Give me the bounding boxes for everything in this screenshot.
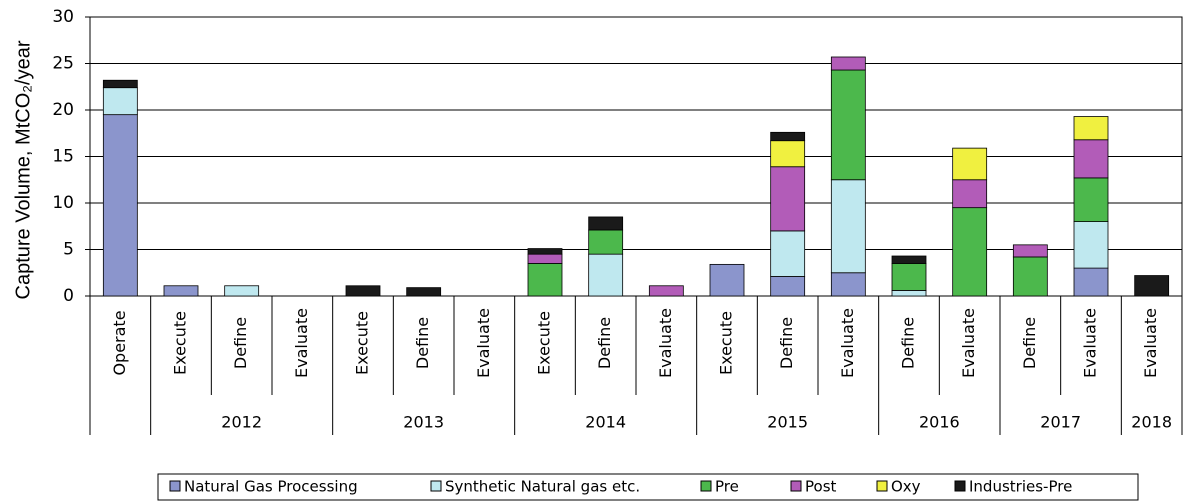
legend-label: Synthetic Natural gas etc. bbox=[445, 478, 640, 496]
group-label: 2012 bbox=[221, 413, 262, 432]
x-tick-label: Execute bbox=[171, 311, 190, 375]
bar-segment bbox=[830, 56, 866, 71]
x-tick-label: Evaluate bbox=[838, 308, 857, 378]
bar-segment bbox=[588, 229, 624, 255]
x-tick-label: Evaluate bbox=[656, 308, 675, 378]
bar-segment bbox=[830, 272, 866, 297]
group-label: 2017 bbox=[1040, 413, 1081, 432]
bar-segment bbox=[1012, 256, 1048, 297]
legend-swatch bbox=[954, 480, 966, 492]
y-tick-label: 0 bbox=[63, 286, 74, 306]
legend-swatch bbox=[876, 480, 888, 492]
legend-swatch bbox=[430, 480, 442, 492]
x-tick-label: Evaluate bbox=[292, 308, 311, 378]
legend-swatch bbox=[790, 480, 802, 492]
group-label: 2013 bbox=[403, 413, 444, 432]
bar-segment bbox=[345, 285, 381, 297]
bar-segment bbox=[102, 79, 138, 89]
bar-segment bbox=[527, 263, 563, 297]
bar-segment bbox=[1073, 139, 1109, 179]
x-tick-label: Define bbox=[899, 317, 918, 369]
x-tick-label: Evaluate bbox=[474, 308, 493, 378]
x-tick-label: Define bbox=[231, 317, 250, 369]
bar-segment bbox=[1134, 275, 1170, 297]
bar-segment bbox=[163, 285, 199, 297]
y-tick-label: 20 bbox=[52, 100, 74, 120]
bar-segment bbox=[1073, 116, 1109, 141]
legend-swatch bbox=[169, 480, 181, 492]
x-tick-label: Evaluate bbox=[1081, 308, 1100, 378]
bar-segment bbox=[952, 179, 988, 209]
x-tick-label: Define bbox=[595, 317, 614, 369]
bar-segment bbox=[527, 248, 563, 255]
bar-segment bbox=[527, 253, 563, 264]
bar-segment bbox=[102, 114, 138, 297]
group-label: 2014 bbox=[585, 413, 626, 432]
bar-segment bbox=[588, 216, 624, 231]
legend-label: Industries-Pre bbox=[969, 478, 1072, 496]
x-tick-label: Define bbox=[413, 317, 432, 369]
x-tick-label: Define bbox=[777, 317, 796, 369]
group-label: 2016 bbox=[919, 413, 960, 432]
group-label: 2015 bbox=[767, 413, 808, 432]
x-tick-label: Operate bbox=[110, 310, 129, 375]
bar-segment bbox=[952, 147, 988, 181]
bar-segment bbox=[1073, 221, 1109, 269]
x-tick-label: Execute bbox=[717, 311, 736, 375]
y-tick-label: 15 bbox=[52, 147, 74, 167]
bar-segment bbox=[770, 140, 806, 168]
bar-segment bbox=[952, 207, 988, 297]
bar-segment bbox=[709, 263, 745, 297]
y-tick-label: 10 bbox=[52, 193, 74, 213]
bar-segment bbox=[1073, 267, 1109, 297]
legend-frame bbox=[157, 473, 1139, 501]
bar-segment bbox=[1073, 177, 1109, 222]
group-label: 2018 bbox=[1131, 413, 1172, 432]
bar-segment bbox=[830, 179, 866, 274]
y-axis-title: Capture Volume, MtCO₂/year bbox=[12, 40, 34, 299]
y-tick-label: 30 bbox=[52, 7, 74, 27]
bar-segment bbox=[102, 87, 138, 116]
bar-segment bbox=[770, 276, 806, 297]
bar-segment bbox=[1012, 244, 1048, 258]
x-tick-label: Define bbox=[1020, 317, 1039, 369]
bar-segment bbox=[770, 230, 806, 277]
legend-label: Oxy bbox=[891, 478, 921, 496]
bar-segment bbox=[891, 263, 927, 291]
x-tick-label: Evaluate bbox=[959, 308, 978, 378]
bar-segment bbox=[224, 285, 260, 297]
bar-segment bbox=[891, 255, 927, 264]
bar-segment bbox=[770, 131, 806, 142]
y-tick-label: 25 bbox=[52, 54, 74, 74]
legend-label: Natural Gas Processing bbox=[184, 478, 358, 496]
legend-swatch bbox=[700, 480, 712, 492]
bar-segment bbox=[406, 287, 442, 297]
bar-segment bbox=[891, 290, 927, 297]
x-tick-label: Execute bbox=[535, 311, 554, 375]
x-tick-label: Evaluate bbox=[1141, 308, 1160, 378]
bar-segment bbox=[830, 69, 866, 181]
legend-label: Pre bbox=[715, 478, 739, 496]
x-tick-label: Execute bbox=[353, 311, 372, 375]
bar-segment bbox=[588, 253, 624, 297]
legend-label: Post bbox=[805, 478, 837, 496]
bar-segment bbox=[770, 166, 806, 232]
y-tick-label: 5 bbox=[63, 240, 74, 260]
bar-segment bbox=[648, 285, 684, 297]
